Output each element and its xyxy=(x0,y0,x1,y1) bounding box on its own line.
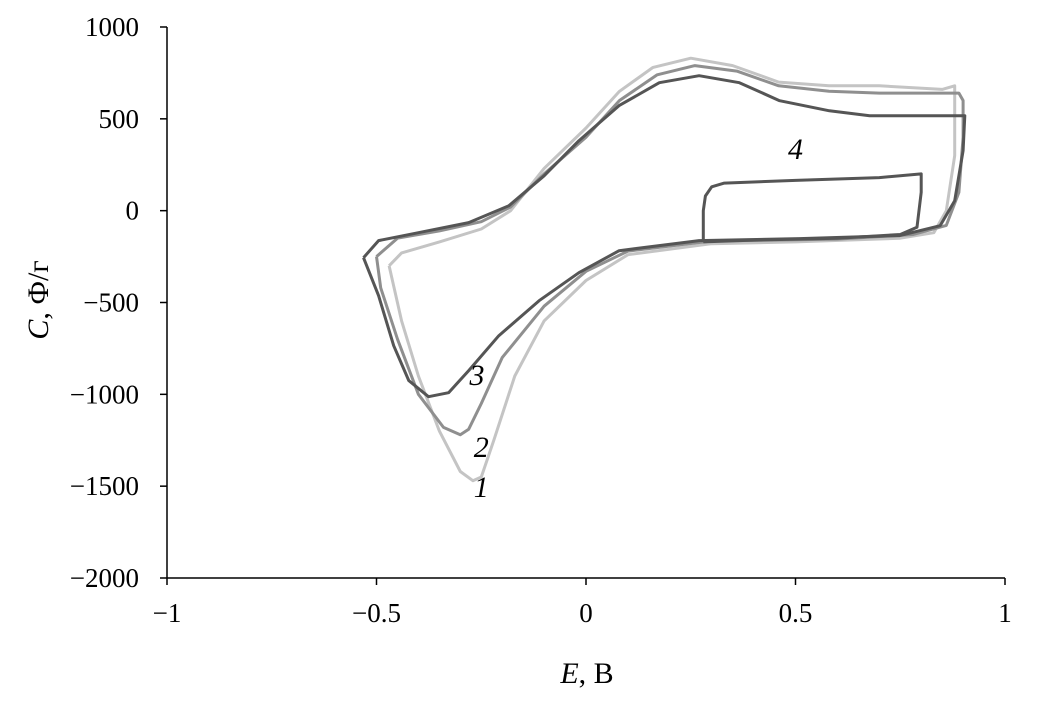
series-1-line xyxy=(387,56,957,483)
y-tick-label: −500 xyxy=(83,288,139,318)
series-4-label: 4 xyxy=(788,133,803,166)
x-tick-label: 0.5 xyxy=(779,598,813,628)
curves xyxy=(362,56,967,483)
y-axis-label: C, Ф/г xyxy=(22,260,55,339)
series-4-line xyxy=(701,172,923,244)
x-axis-label: E, В xyxy=(559,657,613,690)
y-tick-label: −1000 xyxy=(70,379,139,409)
y-tick-label: −2000 xyxy=(70,563,139,593)
y-tick-label: 0 xyxy=(126,196,140,226)
y-tick-label: 1000 xyxy=(85,12,139,42)
x-tick-label: −0.5 xyxy=(352,598,401,628)
series-3-label: 3 xyxy=(469,359,485,392)
series-3-line xyxy=(362,74,967,399)
x-tick-label: 0 xyxy=(579,598,593,628)
x-tick-label: −1 xyxy=(153,598,182,628)
y-tick-label: −1500 xyxy=(70,471,139,501)
series-1-label: 1 xyxy=(474,471,489,504)
ticks: −1 −0.5 0 0.5 1 1000 500 0 −500 −1000 −1500 −2000 xyxy=(70,12,1012,628)
x-tick-label: 1 xyxy=(998,598,1012,628)
curve-labels: 1 2 3 4 xyxy=(469,133,803,504)
y-tick-label: 500 xyxy=(99,104,140,134)
series-2-label: 2 xyxy=(474,431,489,464)
